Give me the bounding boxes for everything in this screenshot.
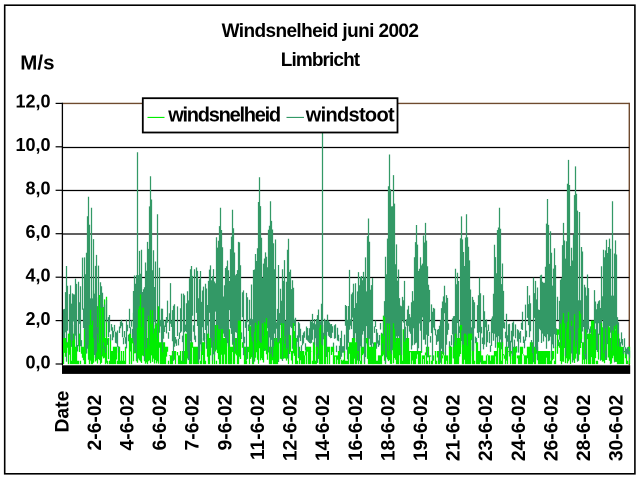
svg-text:14-6-02: 14-6-02 xyxy=(313,395,334,461)
svg-text:30-6-02: 30-6-02 xyxy=(607,395,628,461)
svg-text:2,0: 2,0 xyxy=(25,309,50,329)
svg-text:19-6-02: 19-6-02 xyxy=(411,395,432,461)
svg-text:24-6-02: 24-6-02 xyxy=(509,395,530,461)
svg-text:10,0: 10,0 xyxy=(15,135,50,155)
svg-text:windsnelheid: windsnelheid xyxy=(167,105,280,127)
svg-text:Windsnelheid juni 2002: Windsnelheid juni 2002 xyxy=(222,21,419,42)
svg-text:12,0: 12,0 xyxy=(15,92,50,112)
svg-text:28-6-02: 28-6-02 xyxy=(574,395,595,461)
svg-text:16-6-02: 16-6-02 xyxy=(346,395,367,461)
svg-text:windstoot: windstoot xyxy=(305,105,395,127)
svg-text:7-6-02: 7-6-02 xyxy=(183,395,204,451)
svg-text:12-6-02: 12-6-02 xyxy=(281,395,302,461)
svg-text:4-6-02: 4-6-02 xyxy=(118,395,139,451)
svg-text:0,0: 0,0 xyxy=(25,352,50,372)
svg-text:6-6-02: 6-6-02 xyxy=(150,395,171,451)
svg-text:18-6-02: 18-6-02 xyxy=(378,395,399,461)
svg-text:26-6-02: 26-6-02 xyxy=(542,395,563,461)
svg-text:6,0: 6,0 xyxy=(25,222,50,242)
svg-text:Date: Date xyxy=(52,390,73,432)
svg-text:M/s: M/s xyxy=(20,52,54,75)
svg-text:8,0: 8,0 xyxy=(25,179,50,199)
svg-text:4,0: 4,0 xyxy=(25,266,50,286)
svg-text:11-6-02: 11-6-02 xyxy=(248,395,269,460)
svg-text:21-6-02: 21-6-02 xyxy=(444,395,465,461)
svg-text:Limbricht: Limbricht xyxy=(281,50,361,71)
svg-text:9-6-02: 9-6-02 xyxy=(215,395,236,451)
svg-text:23-6-02: 23-6-02 xyxy=(476,395,497,461)
svg-text:2-6-02: 2-6-02 xyxy=(85,395,106,451)
